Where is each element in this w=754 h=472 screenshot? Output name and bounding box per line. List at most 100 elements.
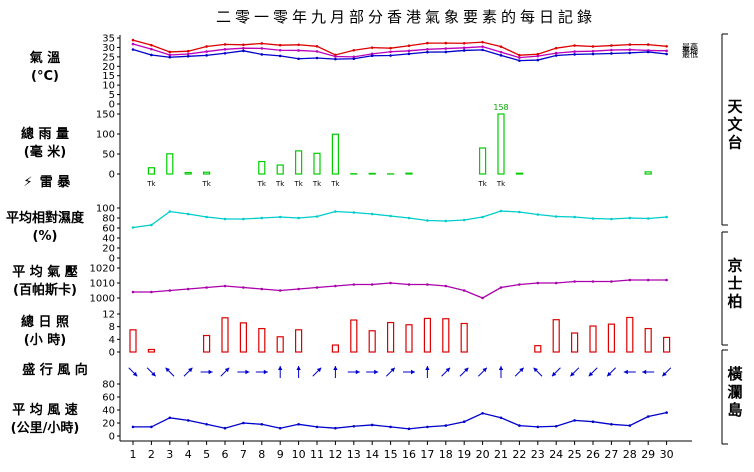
day-label: 25 — [568, 448, 582, 461]
temperature-point — [205, 50, 208, 53]
wind-speed-point — [646, 415, 650, 418]
pressure-label: 平 均 氣 壓 — [12, 264, 78, 280]
temperature-series-line — [132, 39, 667, 56]
temperature-y-tick-label: 30 — [102, 43, 115, 54]
temperature-point — [628, 51, 632, 55]
temperature-point — [573, 50, 576, 53]
temperature-point — [444, 41, 448, 45]
day-label: 15 — [384, 448, 398, 461]
wind-arrow-head — [165, 367, 170, 373]
temperature-point — [665, 52, 668, 56]
temperature-point — [481, 40, 484, 44]
day-label: 5 — [203, 448, 210, 461]
pressure-y-tick-label: 1010 — [90, 279, 115, 290]
temperature-point — [591, 45, 595, 48]
panel-pressure: 平 均 氣 壓 (百帕斯卡) 1000 1010 1020 — [12, 264, 668, 305]
sunshine-bar — [442, 318, 450, 353]
wind-speed-y-tick-label: 80 — [102, 380, 115, 391]
wind-arrow — [441, 367, 451, 377]
day-label: 8 — [258, 448, 265, 461]
temperature-point — [242, 43, 245, 47]
wind-speed-point — [168, 416, 172, 420]
pressure-point — [554, 281, 558, 285]
wind-speed-point — [610, 423, 613, 426]
wind-arrow — [403, 369, 415, 375]
sunshine-bar — [662, 336, 671, 353]
sunshine-unit: (小 時) — [24, 332, 66, 348]
temperature-point — [610, 52, 613, 55]
station-label-char: 島 — [727, 401, 742, 419]
day-label: 16 — [402, 448, 416, 461]
humidity-unit: (%) — [33, 229, 58, 244]
wind-arrow-head — [151, 371, 156, 377]
wind-arrow — [183, 367, 193, 377]
humidity-point — [518, 210, 521, 214]
pressure-point — [426, 283, 429, 286]
day-label: 27 — [604, 448, 618, 461]
wind-arrow — [498, 366, 504, 378]
sunshine-y-tick-label: 8 — [109, 322, 115, 333]
temperature-point — [352, 55, 356, 59]
temperature-point — [352, 57, 356, 61]
wind-arrow-head — [662, 371, 667, 377]
humidity-point — [242, 217, 245, 221]
pressure-point — [610, 280, 613, 283]
wind-arrow — [220, 367, 230, 377]
wind-arrow — [570, 367, 580, 377]
rainfall-bar — [313, 152, 321, 175]
pressure-y-tick-label: 1020 — [90, 264, 115, 275]
humidity-point — [536, 213, 540, 216]
sunshine-bar — [644, 327, 652, 353]
temperature-point — [297, 57, 300, 61]
wind-arrow-head — [355, 369, 360, 375]
temperature-point — [168, 50, 172, 54]
temperature-point — [370, 52, 374, 56]
rainfall-bar — [184, 171, 192, 175]
humidity-point — [168, 210, 172, 213]
humidity-point — [499, 209, 503, 213]
pressure-point — [150, 290, 153, 294]
temperature-y-tick-label: 5 — [109, 90, 115, 101]
humidity-point — [315, 215, 319, 218]
panel-rainfall: 總 雨 量 (毫 米) 0 50 100 150 158 — [21, 103, 652, 181]
day-label: 17 — [420, 448, 434, 461]
sunshine-bar — [350, 319, 358, 353]
thunderstorm-icon: ⚡ — [23, 175, 32, 190]
wind-arrow-head — [390, 367, 395, 373]
temperature-point — [518, 56, 521, 59]
temperature-point — [278, 54, 282, 58]
humidity-point — [481, 215, 484, 219]
temperature-point — [407, 49, 411, 53]
rainfall-bar — [515, 172, 524, 175]
wind-arrow-head — [425, 366, 430, 370]
panel-sunshine: 總 日 照 (小 時) 0 4 812 — [21, 310, 671, 359]
wind-speed-point — [186, 419, 190, 422]
pressure-point — [646, 278, 650, 282]
sunshine-bar — [387, 321, 395, 353]
temperature-point — [334, 57, 337, 61]
temperature-point — [665, 49, 668, 53]
rainfall-bar — [166, 153, 174, 175]
pressure-point — [131, 290, 135, 294]
temperature-label: 氣 溫 — [30, 50, 61, 66]
humidity-point — [628, 216, 632, 220]
temperature-point — [591, 49, 595, 53]
temperature-point — [352, 48, 356, 52]
wind-speed-point — [389, 425, 392, 429]
series-tag-mean: 平均 — [682, 46, 698, 56]
humidity-point — [186, 212, 190, 216]
humidity-y-tick-label: 40 — [102, 234, 115, 245]
wind-arrow-head — [464, 367, 469, 373]
pressure-point — [407, 283, 411, 286]
wind-speed-point — [370, 423, 374, 427]
humidity-point — [334, 210, 337, 213]
wind-arrow — [478, 367, 488, 377]
wind-arrow — [200, 369, 213, 375]
temperature-point — [554, 51, 558, 55]
wind-speed-series-line — [133, 411, 667, 430]
sunshine-y-tick-label: 4 — [109, 335, 115, 346]
temperature-point — [186, 54, 190, 58]
day-label: 14 — [365, 448, 379, 461]
humidity-y-tick-label: 100 — [96, 204, 115, 215]
thunderstorm-mark: Tk — [257, 180, 267, 188]
